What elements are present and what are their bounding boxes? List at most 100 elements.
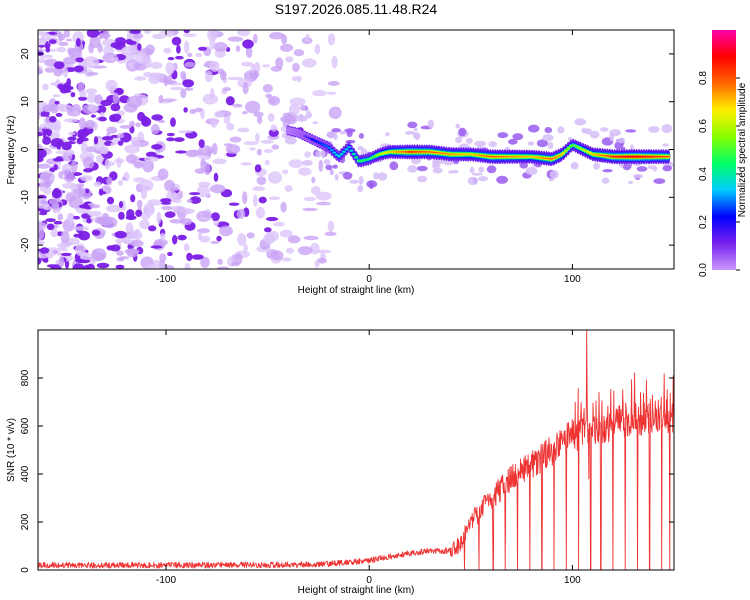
noise-blob bbox=[234, 253, 243, 265]
noise-blob bbox=[125, 215, 137, 221]
noise-blob bbox=[57, 161, 61, 166]
noise-blob bbox=[53, 61, 65, 69]
noise-blob bbox=[167, 251, 173, 257]
ridge-halo-blob bbox=[358, 133, 364, 139]
noise-blob bbox=[70, 160, 78, 174]
noise-blob bbox=[83, 168, 94, 173]
noise-blob bbox=[169, 219, 185, 224]
ridge-halo-blob bbox=[581, 127, 587, 134]
noise-blob bbox=[110, 42, 122, 49]
noise-blob bbox=[46, 223, 55, 231]
noise-blob bbox=[67, 136, 77, 141]
noise-blob bbox=[328, 106, 342, 120]
noise-blob bbox=[241, 111, 248, 115]
noise-blob bbox=[184, 262, 191, 269]
noise-blob bbox=[183, 107, 188, 113]
ridge-segment bbox=[373, 155, 378, 157]
noise-blob bbox=[76, 37, 81, 47]
noise-blob bbox=[263, 233, 275, 245]
noise-blob bbox=[242, 39, 254, 49]
noise-blob bbox=[134, 76, 147, 81]
noise-blob bbox=[77, 81, 85, 94]
ridge-segment bbox=[342, 151, 346, 153]
noise-blob bbox=[303, 196, 317, 202]
ridge-halo-blob bbox=[404, 131, 416, 135]
noise-blob bbox=[285, 56, 294, 63]
noise-blob bbox=[90, 114, 96, 118]
noise-blob bbox=[296, 75, 302, 83]
noise-blob bbox=[48, 198, 59, 205]
noise-blob bbox=[243, 243, 248, 254]
noise-blob bbox=[314, 43, 321, 55]
noise-blob bbox=[157, 119, 166, 123]
noise-blob bbox=[152, 259, 161, 269]
noise-blob bbox=[267, 113, 275, 122]
ridge-halo-blob bbox=[455, 123, 461, 129]
noise-blob bbox=[115, 264, 125, 269]
noise-blob bbox=[303, 235, 319, 241]
noise-blob bbox=[281, 257, 292, 262]
noise-blob bbox=[116, 250, 124, 256]
noise-blob bbox=[280, 201, 287, 213]
noise-blob bbox=[242, 191, 248, 205]
noise-blob bbox=[104, 159, 111, 170]
noise-blob bbox=[162, 80, 177, 84]
ridge-halo-blob bbox=[544, 127, 553, 134]
noise-blob bbox=[68, 86, 74, 90]
ridge-halo-blob bbox=[471, 172, 483, 176]
noise-blob bbox=[249, 147, 256, 151]
noise-blob bbox=[65, 38, 73, 42]
noise-blob bbox=[106, 176, 113, 186]
noise-blob bbox=[324, 231, 337, 236]
x-tick-label: 100 bbox=[564, 274, 581, 285]
ridge-segment bbox=[581, 149, 585, 151]
noise-blob bbox=[118, 201, 124, 208]
noise-blob bbox=[38, 221, 47, 228]
noise-blob bbox=[267, 171, 283, 184]
noise-blob bbox=[243, 141, 259, 146]
noise-blob bbox=[63, 89, 72, 93]
noise-blob bbox=[216, 266, 230, 269]
colorbar-tick-label: 0.8 bbox=[698, 71, 709, 85]
noise-blob bbox=[315, 249, 332, 254]
ridge-halo-blob bbox=[570, 162, 579, 170]
noise-blob bbox=[73, 226, 90, 231]
noise-blob bbox=[56, 46, 67, 53]
noise-blob bbox=[263, 149, 274, 153]
noise-blob bbox=[280, 115, 296, 123]
noise-blob bbox=[178, 208, 195, 215]
noise-blob bbox=[150, 245, 163, 249]
noise-blob bbox=[242, 82, 249, 95]
noise-blob bbox=[49, 39, 57, 44]
noise-blob bbox=[43, 177, 51, 189]
noise-blob bbox=[38, 132, 44, 137]
noise-blob bbox=[317, 257, 327, 264]
ridge-segment bbox=[322, 144, 327, 146]
noise-blob bbox=[272, 221, 286, 227]
ridge-segment bbox=[329, 149, 334, 151]
noise-blob bbox=[137, 111, 146, 122]
noise-blob bbox=[172, 234, 178, 245]
noise-blob bbox=[219, 225, 233, 237]
ridge-halo-blob bbox=[601, 177, 610, 184]
noise-blob bbox=[121, 45, 137, 57]
ridge-segment bbox=[588, 152, 593, 154]
noise-blob bbox=[116, 157, 122, 168]
noise-blob bbox=[157, 168, 169, 180]
noise-blob bbox=[121, 176, 127, 181]
noise-blob bbox=[38, 256, 42, 265]
colorbar-tick-label: 0.4 bbox=[698, 167, 709, 181]
noise-blob bbox=[64, 171, 75, 183]
noise-blob bbox=[68, 213, 74, 225]
noise-blob bbox=[304, 151, 312, 158]
noise-blob bbox=[163, 264, 174, 269]
noise-blob bbox=[110, 244, 121, 252]
noise-blob bbox=[80, 175, 93, 182]
noise-blob bbox=[329, 169, 334, 176]
ridge-halo-blob bbox=[478, 176, 488, 182]
noise-blob bbox=[131, 140, 142, 148]
noise-blob bbox=[97, 43, 103, 53]
ridge-segment bbox=[564, 150, 568, 152]
top-y-axis-label: Frequency (Hz) bbox=[6, 116, 17, 185]
noise-blob bbox=[81, 256, 92, 261]
